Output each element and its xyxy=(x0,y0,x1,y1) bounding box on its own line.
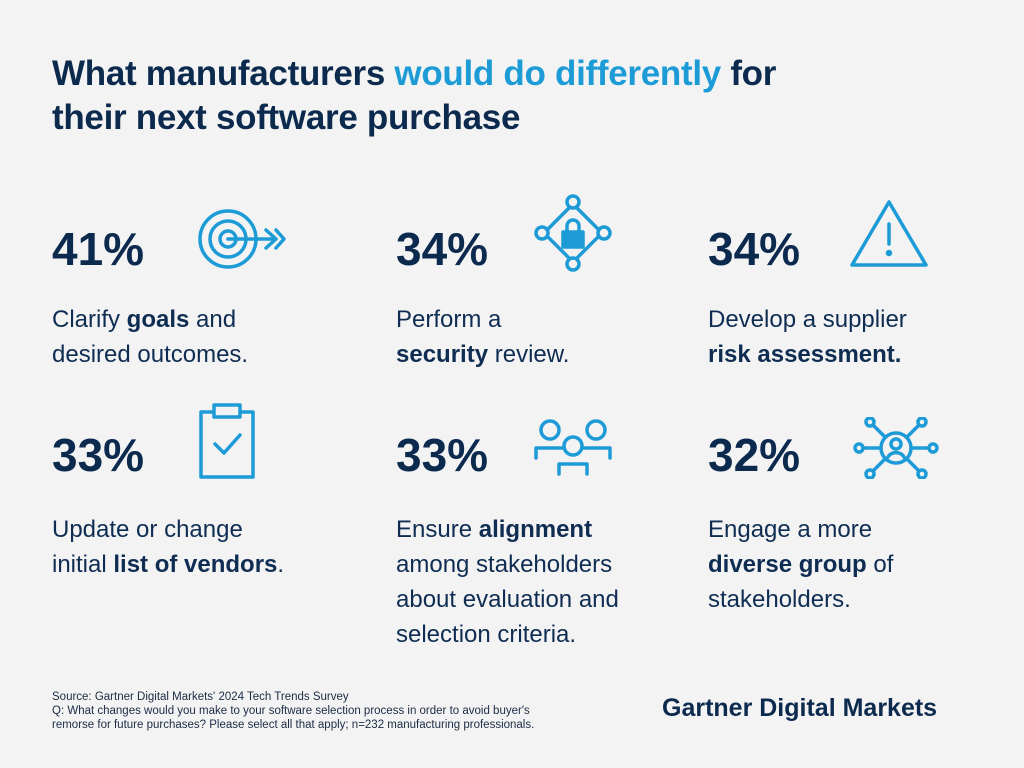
text-run: for xyxy=(720,54,777,93)
description-line: Update or change xyxy=(52,512,284,547)
description-line: desired outcomes. xyxy=(52,337,248,372)
stat-description: Perform a security review. xyxy=(396,302,569,372)
text-run: Develop a supplier xyxy=(708,306,907,333)
text-run: about evaluation and xyxy=(396,586,619,613)
description-line: Clarify goals and xyxy=(52,302,248,337)
text-run: desired outcomes. xyxy=(52,341,249,368)
bold-text: security xyxy=(396,341,489,368)
description-line: selection criteria. xyxy=(396,617,619,652)
bold-text: risk assessment. xyxy=(708,341,902,368)
text-run: What manufacturers xyxy=(52,54,395,93)
stat-description: Ensure alignment among stakeholders about … xyxy=(396,512,619,652)
stat-percent: 34% xyxy=(396,223,489,275)
stat-percent: 32% xyxy=(708,429,801,481)
text-run: Update or change xyxy=(52,516,243,543)
text-run: stakeholders. xyxy=(708,586,851,613)
text-run: among stakeholders xyxy=(396,551,613,578)
stat-description: Develop a supplier risk assessment. xyxy=(708,302,907,372)
target-icon xyxy=(198,209,286,269)
text-run: initial xyxy=(52,551,114,578)
title: What manufacturers would do differently … xyxy=(52,52,776,140)
description-line: Ensure alignment xyxy=(396,512,619,547)
title-line: What manufacturers would do differently … xyxy=(52,52,776,96)
text-run: Perform a xyxy=(396,306,502,333)
text-run: review. xyxy=(488,341,570,368)
clipboard-icon xyxy=(199,403,255,479)
stat-percent: 41% xyxy=(52,223,145,275)
description-line: diverse group of xyxy=(708,547,893,582)
text-run: selection criteria. xyxy=(396,621,577,648)
highlight-text: would do differently xyxy=(394,54,721,93)
text-run: Engage a more xyxy=(708,516,873,543)
description-line: security review. xyxy=(396,337,569,372)
source: Source: Gartner Digital Markets' 2024 Te… xyxy=(52,691,349,703)
text-run: . xyxy=(277,551,285,578)
security-icon xyxy=(534,194,612,272)
question-line: Q: What changes would you make to your s… xyxy=(52,705,530,717)
text-run: of xyxy=(866,551,894,578)
stat-description: Clarify goals and desired outcomes. xyxy=(52,302,248,372)
people-icon xyxy=(534,419,612,476)
stat-description: Update or change initial list of vendors. xyxy=(52,512,284,582)
description-line: among stakeholders xyxy=(396,547,619,582)
text-run: Ensure xyxy=(396,516,479,543)
stat-percent: 33% xyxy=(52,429,145,481)
description-line: risk assessment. xyxy=(708,337,907,372)
stat-percent: 34% xyxy=(708,223,801,275)
question-line: remorse for future purchases? Please sel… xyxy=(52,719,535,731)
bold-text: list of vendors xyxy=(113,551,278,578)
description-line: Engage a more xyxy=(708,512,893,547)
description-line: initial list of vendors. xyxy=(52,547,284,582)
stat-percent: 33% xyxy=(396,429,489,481)
network-icon xyxy=(853,417,939,479)
title-line: their next software purchase xyxy=(52,96,776,140)
bold-text: alignment xyxy=(478,516,593,543)
brand: Gartner Digital Markets xyxy=(662,694,938,722)
bold-text: diverse group xyxy=(708,551,867,578)
text-run: Clarify xyxy=(52,306,127,333)
text-run: their next software purchase xyxy=(52,98,521,137)
text-run: and xyxy=(189,306,237,333)
description-line: stakeholders. xyxy=(708,582,893,617)
stat-description: Engage a more diverse group of stakeholder… xyxy=(708,512,893,617)
description-line: Perform a xyxy=(396,302,569,337)
warning-icon xyxy=(850,200,928,267)
bold-text: goals xyxy=(126,306,190,333)
footnote: Source: Gartner Digital Markets' 2024 Te… xyxy=(52,690,534,732)
description-line: Develop a supplier xyxy=(708,302,907,337)
description-line: about evaluation and xyxy=(396,582,619,617)
